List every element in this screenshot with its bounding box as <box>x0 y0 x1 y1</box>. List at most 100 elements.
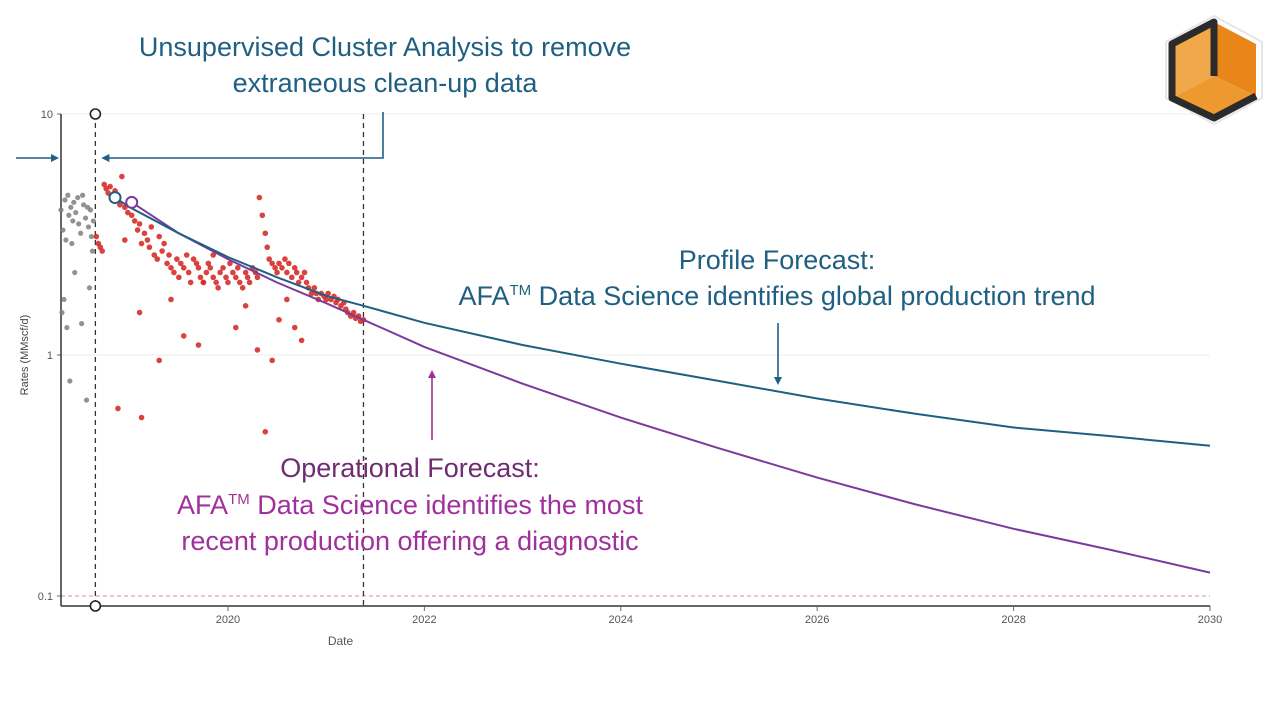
production-data-point <box>124 209 131 216</box>
removed-data-point <box>89 248 96 254</box>
production-data-point <box>101 181 108 188</box>
production-data-point <box>176 274 182 281</box>
production-data-point <box>288 274 295 281</box>
production-data-point <box>151 252 158 258</box>
production-data-point <box>233 274 239 281</box>
profile-forecast-title: Profile Forecast: <box>678 245 876 275</box>
production-data-point <box>190 256 197 262</box>
removed-data-point <box>87 207 94 213</box>
x-tick-label: 2028 <box>1001 614 1025 626</box>
y-tick-label: 10 <box>41 109 53 121</box>
boundary-handle-marker <box>89 108 102 120</box>
production-data-point <box>279 265 285 271</box>
production-data-point <box>230 269 236 276</box>
production-data-point <box>276 316 282 323</box>
production-data-point <box>303 279 310 286</box>
production-data-point <box>156 357 163 364</box>
x-axis-label: Date <box>328 634 354 648</box>
production-data-point <box>256 194 263 201</box>
production-data-point <box>168 296 174 303</box>
cluster-guides <box>94 114 365 606</box>
cluster-analysis-annotation: Unsupervised Cluster Analysis to remove … <box>60 29 710 101</box>
operational-forecast-title: Operational Forecast: <box>280 453 540 483</box>
x-tick-label: 2024 <box>609 614 633 626</box>
removed-data-point <box>82 215 89 221</box>
production-data-point <box>269 260 275 267</box>
removed-data-point <box>69 240 75 247</box>
production-data-point <box>254 347 261 353</box>
production-data-point <box>138 240 145 247</box>
production-data-point <box>264 244 271 251</box>
operational-text: Data Science identifies the most <box>249 490 643 520</box>
production-data-point <box>242 303 249 309</box>
production-data-point <box>200 279 207 286</box>
production-data-point <box>197 274 204 281</box>
production-data-point <box>234 265 241 271</box>
removed-data-point <box>83 397 90 403</box>
removed-data-point <box>62 197 68 203</box>
production-data-point <box>210 274 217 281</box>
production-data-point <box>220 265 226 271</box>
production-data-point <box>166 252 172 258</box>
removed-data-point <box>68 204 74 210</box>
production-data-point <box>242 269 249 276</box>
production-data-point <box>215 285 221 291</box>
production-data-point <box>308 290 315 297</box>
production-data-point <box>293 269 300 276</box>
production-data-point <box>207 265 214 271</box>
production-data-point <box>174 256 180 262</box>
x-tick-label: 2030 <box>1198 614 1222 626</box>
production-data-point <box>244 274 251 281</box>
removed-data-point <box>78 230 84 236</box>
gridlines <box>61 113 1210 597</box>
boundary-handle-marker <box>89 600 102 612</box>
production-data-point <box>195 342 202 348</box>
production-data-point <box>193 260 200 267</box>
production-data-point <box>122 237 128 243</box>
production-data-point <box>225 279 231 286</box>
y-tick-label: 1 <box>47 350 53 362</box>
production-data-point <box>164 260 170 267</box>
production-data-point <box>144 237 151 243</box>
production-data-point <box>236 279 243 286</box>
operational-trademark: TM <box>228 491 250 508</box>
operational-forecast-line <box>131 201 1211 574</box>
production-data-point <box>323 296 329 303</box>
production-data-point <box>168 265 174 271</box>
production-data-point <box>159 248 165 254</box>
removed-data-point <box>80 192 86 198</box>
production-data-point <box>262 230 269 237</box>
removed-data-point <box>79 320 85 327</box>
production-data-point <box>119 173 125 180</box>
production-data-point <box>325 290 331 297</box>
production-data-point <box>131 218 138 224</box>
removed-data-point <box>65 192 71 198</box>
removed-data-point <box>70 218 76 224</box>
production-data-point <box>203 269 210 276</box>
production-data-point <box>276 260 282 267</box>
production-data-point <box>286 260 292 267</box>
production-data-point <box>187 279 194 286</box>
production-data-point <box>134 227 141 233</box>
production-data-point <box>141 230 148 237</box>
removed-data-point <box>60 227 66 233</box>
production-data-point <box>205 260 212 267</box>
forecast-anchor-marker <box>108 191 122 205</box>
profile-forecast-description: AFATM Data Science identifies global pro… <box>395 278 1159 314</box>
production-data-point <box>171 269 177 276</box>
production-data-point <box>148 224 155 230</box>
removed-data-point <box>80 202 87 208</box>
production-data-point <box>262 429 269 435</box>
production-data-point <box>195 265 202 271</box>
production-data-point <box>178 260 184 267</box>
production-data-point <box>217 269 223 276</box>
annotation-arrows <box>16 112 782 440</box>
production-data-point <box>298 337 305 344</box>
profile-trademark: TM <box>509 282 532 299</box>
production-data-point <box>282 256 288 262</box>
production-data-point <box>213 279 219 286</box>
production-data-point <box>136 309 143 316</box>
forecast-anchor-marker <box>125 195 139 209</box>
